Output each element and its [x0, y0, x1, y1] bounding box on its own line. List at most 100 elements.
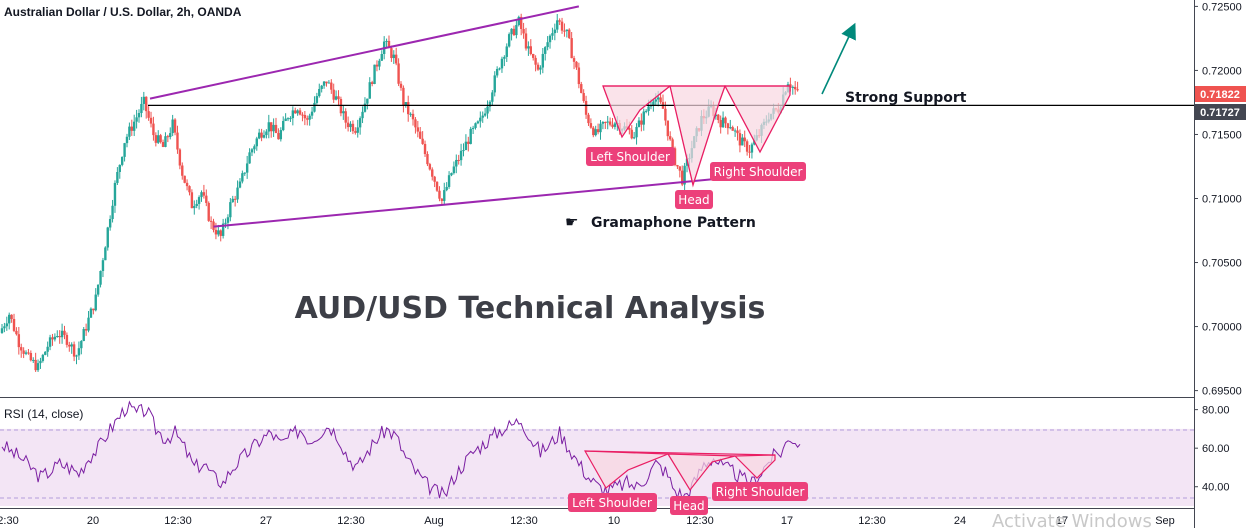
candle-body [659, 97, 662, 103]
candle-body [224, 222, 227, 224]
candle-body [94, 294, 97, 311]
candle-body [140, 103, 143, 114]
candle-body [272, 124, 275, 132]
candle-body [527, 46, 530, 49]
price-pane[interactable] [0, 0, 1194, 397]
candle-body [438, 190, 441, 199]
up-arrow[interactable] [821, 22, 856, 95]
candle-body [92, 308, 95, 311]
candle-body [471, 127, 475, 129]
candle-body [385, 40, 388, 42]
candle-body [452, 166, 456, 174]
time-tick-label: 10 [608, 515, 620, 527]
rsi-head-text: Head [673, 499, 704, 513]
candle-body [188, 186, 191, 193]
rsi-left-shoulder-text: Left Shoulder [572, 496, 652, 510]
rsi-tick-label: 80.00 [1202, 405, 1230, 417]
candle-body [310, 111, 314, 116]
rsi-head-label[interactable]: Head [670, 496, 708, 515]
candle-body [373, 64, 376, 84]
candle-body [260, 132, 263, 138]
candle-body [683, 165, 686, 185]
watermark: Activate Windows [992, 511, 1152, 528]
head-label[interactable]: Head [675, 190, 713, 209]
rsi-left-shoulder-label[interactable]: Left Shoulder [568, 493, 657, 512]
candle-body [358, 118, 362, 128]
candle-body [459, 150, 463, 161]
candle-body [48, 337, 52, 347]
candle-body [613, 123, 617, 127]
candle-body [726, 123, 730, 129]
candle-body [169, 133, 172, 138]
candle-body [325, 81, 328, 84]
candle-body [736, 130, 739, 134]
price-axis[interactable]: 0.72500 0.72000 0.71500 0.71000 0.70500 0.700… [1194, 1, 1242, 398]
candle-body [572, 58, 576, 62]
candle-body [178, 149, 182, 166]
last-price-tag: 0.71822 [1195, 86, 1246, 102]
candle-body [495, 68, 499, 76]
candle-body [351, 123, 355, 132]
rsi-right-shoulder-label[interactable]: Right Shoulder [712, 482, 808, 501]
candle-body [596, 129, 600, 133]
candle-body [322, 81, 326, 86]
candle-body [12, 318, 16, 331]
candle-body [82, 329, 85, 342]
candle-body [282, 120, 285, 131]
candle-body [563, 30, 566, 32]
rsi-tick-label: 60.00 [1202, 443, 1230, 455]
candle-body [132, 121, 136, 131]
candle-body [404, 102, 408, 106]
candle-body [392, 54, 395, 59]
candle-body [161, 142, 165, 147]
rsi-label[interactable]: RSI (14, close) [4, 407, 83, 421]
candle-body [733, 130, 737, 132]
candle-body [229, 202, 232, 218]
candle-body [221, 223, 225, 236]
price-tick-label: 0.72500 [1202, 1, 1242, 13]
candle-body [433, 176, 436, 182]
pattern-label[interactable]: Gramaphone Pattern [591, 215, 756, 231]
candle-body [647, 106, 650, 111]
candle-body [671, 139, 674, 149]
candle-body [464, 141, 468, 151]
candle-body [455, 159, 458, 167]
right-shoulder-label[interactable]: Right Shoulder [710, 162, 806, 181]
candle-body [628, 128, 631, 130]
candle-body [635, 126, 638, 138]
candle-body [426, 154, 429, 165]
candle-body [524, 33, 528, 49]
rsi-axis[interactable]: 80.00 60.00 40.00 [1194, 405, 1230, 494]
candle-body [431, 169, 434, 177]
left-shoulder-label[interactable]: Left Shoulder [586, 147, 675, 166]
candle-body [507, 34, 511, 47]
candle-body [349, 123, 352, 128]
candle-body [339, 99, 343, 114]
candle-body [202, 192, 206, 196]
candle-body [123, 143, 126, 157]
candle-body [217, 230, 220, 235]
candle-body [142, 96, 146, 104]
candle-body [53, 336, 57, 340]
price-tick-label: 0.71000 [1202, 194, 1242, 206]
candle-body [387, 40, 391, 49]
candle-body [157, 135, 160, 143]
candle-body [32, 359, 35, 361]
candle-body [644, 110, 648, 112]
candle-body [587, 114, 590, 124]
candle-body [20, 347, 23, 351]
rsi-head-shoulders-pattern[interactable] [583, 450, 776, 492]
time-tick-label: 12:30 [337, 515, 365, 527]
channel-upper-line[interactable] [149, 5, 580, 100]
head-shoulders-pattern[interactable] [602, 85, 791, 188]
candle-body [176, 132, 179, 150]
candle-body [673, 148, 677, 166]
time-axis[interactable]: 2:30 20 12:30 27 12:30 Aug 12:30 10 12:30 17 12:30… [0, 515, 1175, 527]
strong-support-label[interactable]: Strong Support [845, 90, 967, 106]
candle-body [111, 205, 114, 220]
channel-lower-line[interactable] [213, 174, 753, 228]
candle-body [604, 121, 607, 123]
candle-body [750, 144, 754, 153]
candle-body [500, 58, 504, 69]
